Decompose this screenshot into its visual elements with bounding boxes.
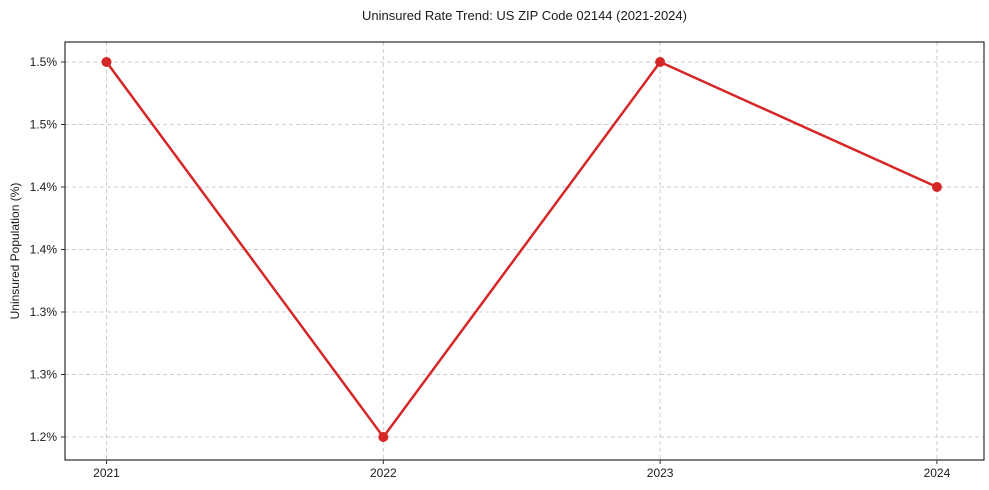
y-tick-label: 1.3% (30, 368, 58, 382)
y-tick-label: 1.2% (30, 430, 58, 444)
data-point-2024 (931, 182, 942, 192)
data-point-2023 (655, 57, 666, 67)
trend-line (105, 60, 939, 439)
y-axis-label: Uninsured Population (%) (8, 182, 22, 320)
x-tick-label: 2021 (93, 466, 120, 480)
y-tick-label: 1.4% (30, 243, 58, 257)
y-tick-label: 1.4% (30, 180, 58, 194)
x-tick-label: 2022 (370, 466, 397, 480)
y-tick-label: 1.5% (30, 118, 58, 132)
y-tick-label: 1.5% (30, 55, 58, 69)
x-tick-label: 2024 (924, 466, 951, 480)
chart-title: Uninsured Rate Trend: US ZIP Code 02144 … (362, 8, 687, 23)
x-tick-label: 2023 (647, 466, 674, 480)
data-point-2021 (101, 57, 112, 67)
y-tick-label: 1.3% (30, 305, 58, 319)
data-point-2022 (378, 432, 389, 442)
axes-border (64, 41, 985, 461)
